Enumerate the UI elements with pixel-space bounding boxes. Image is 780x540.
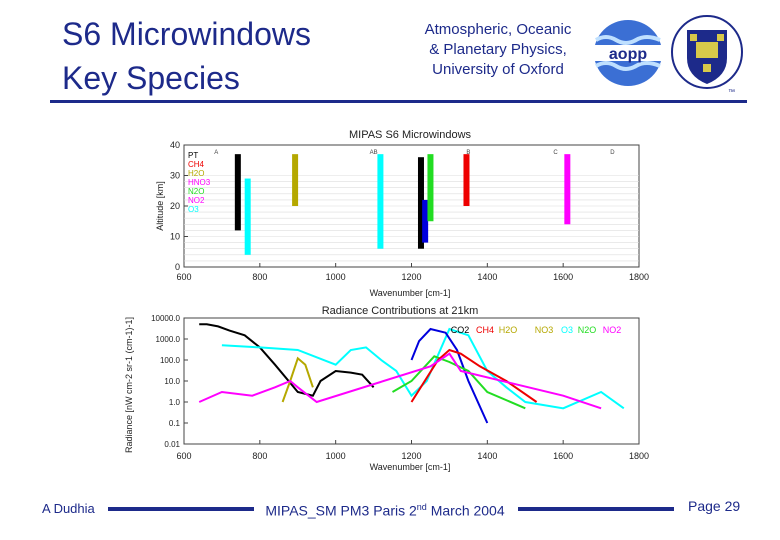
bottom-legend-entry: NO2 (603, 325, 622, 335)
footer-center-sup: nd (416, 502, 427, 512)
org-name: Atmospheric, Oceanic & Planetary Physics… (398, 20, 598, 80)
microwindow-bar-o3 (244, 178, 251, 255)
x-tick-label: 1800 (629, 272, 649, 282)
bottom-legend-entry: CO2 (451, 325, 470, 335)
y-tick-label: 20 (170, 201, 180, 211)
footer-center-pre: MIPAS_SM PM3 Paris 2 (265, 502, 417, 519)
microwindow-bar-o3 (377, 154, 384, 249)
series-line-hno3 (198, 352, 602, 410)
band-label: B (466, 150, 470, 156)
series-line-n2o (391, 355, 526, 410)
slide-title: S6 Microwindows Key Species (62, 12, 311, 100)
footer-rule-left (108, 507, 254, 511)
oxford-crest: ™ (671, 15, 743, 96)
band-label: A (214, 150, 218, 156)
band-label: D (610, 150, 615, 156)
radiance-chart: 600 800 1000 1200 1400 1600 1800 0.01 0.1 1.0 10.0… (124, 305, 649, 472)
footer-page: Page 29 (688, 498, 741, 514)
x-tick-label: 1200 (401, 451, 421, 461)
bottom-chart-xlabel: Wavenumber [cm-1] (370, 462, 451, 472)
x-tick-label: 1400 (477, 272, 497, 282)
top-chart-title: MIPAS S6 Microwindows (349, 129, 472, 141)
title-line-1: S6 Microwindows (62, 16, 311, 52)
footer-center-post: March 2004 (426, 502, 505, 519)
x-tick-label: 1000 (326, 272, 346, 282)
top-legend-entry: N2O (188, 187, 204, 196)
top-legend-entry: CH4 (188, 160, 205, 169)
aopp-logo-text: aopp (609, 46, 647, 63)
bottom-legend-entry: CH4 (476, 325, 494, 335)
microwindow-bar-co2 (234, 154, 241, 231)
microwindow-chart: 600 800 1000 1200 1400 1600 1800 0 10 20 30 40 MIPA… (155, 129, 649, 298)
bottom-chart-title: Radiance Contributions at 21km (322, 305, 479, 317)
x-tick-label: 800 (252, 272, 267, 282)
org-line-2: & Planetary Physics, (429, 41, 567, 58)
x-tick-label: 1600 (553, 451, 573, 461)
y-tick-label: 10.0 (164, 377, 180, 386)
org-line-1: Atmospheric, Oceanic (424, 21, 572, 38)
y-tick-label: 0.01 (164, 440, 180, 449)
microwindow-bar-n2o (427, 154, 434, 222)
top-legend-entry: O3 (188, 205, 199, 214)
x-tick-label: 800 (252, 451, 267, 461)
microwindow-bar-h2o (292, 154, 299, 206)
y-tick-label: 0 (175, 262, 180, 272)
footer-center: MIPAS_SM PM3 Paris 2nd March 2004 (250, 502, 520, 519)
bottom-chart-ylabel: Radiance [nW cm-2 sr-1 (cm-1)-1] (124, 317, 134, 453)
x-tick-label: 1000 (326, 451, 346, 461)
x-tick-label: 1200 (401, 272, 421, 282)
title-rule (50, 100, 747, 103)
org-line-3: University of Oxford (432, 61, 564, 78)
aopp-logo: aopp (594, 20, 662, 86)
microwindow-bar-ch4 (422, 199, 429, 243)
y-tick-label: 1000.0 (156, 335, 181, 344)
top-legend-entry: NO2 (188, 196, 205, 205)
bottom-legend-entry: NO3 (535, 325, 554, 335)
title-line-2: Key Species (62, 60, 240, 96)
y-tick-label: 100.0 (160, 356, 181, 365)
y-tick-label: 30 (170, 171, 180, 181)
x-tick-label: 1800 (629, 451, 649, 461)
bottom-legend-entry: H2O (499, 325, 518, 335)
top-legend-entry: H2O (188, 169, 204, 178)
y-tick-label: 10000.0 (151, 314, 180, 323)
footer-author: A Dudhia (42, 501, 95, 516)
footer-rule-right (518, 507, 674, 511)
x-tick-label: 600 (176, 272, 191, 282)
y-tick-label: 1.0 (169, 398, 181, 407)
band-label: AB (370, 150, 378, 156)
microwindow-bar-no2 (463, 154, 470, 206)
top-legend-entry: PT (188, 151, 198, 160)
bottom-legend-entry: N2O (578, 325, 597, 335)
y-tick-label: 40 (170, 140, 180, 150)
x-tick-label: 1600 (553, 272, 573, 282)
microwindow-bar-hno3 (564, 154, 571, 225)
y-tick-label: 10 (170, 232, 180, 242)
top-chart-ylabel: Altitude [km] (155, 181, 165, 231)
top-legend-entry: HNO3 (188, 178, 211, 187)
series-line-co2 (199, 323, 375, 397)
band-label: C (553, 150, 558, 156)
series-line-h2o (281, 356, 314, 403)
top-chart-xlabel: Wavenumber [cm-1] (370, 288, 451, 298)
bottom-legend-entry: O3 (561, 325, 573, 335)
svg-text:™: ™ (728, 89, 735, 96)
y-tick-label: 0.1 (169, 419, 181, 428)
microwindow-bar-co2 (417, 157, 424, 249)
x-tick-label: 600 (176, 451, 191, 461)
series-line-ch4 (410, 327, 489, 424)
x-tick-label: 1400 (477, 451, 497, 461)
